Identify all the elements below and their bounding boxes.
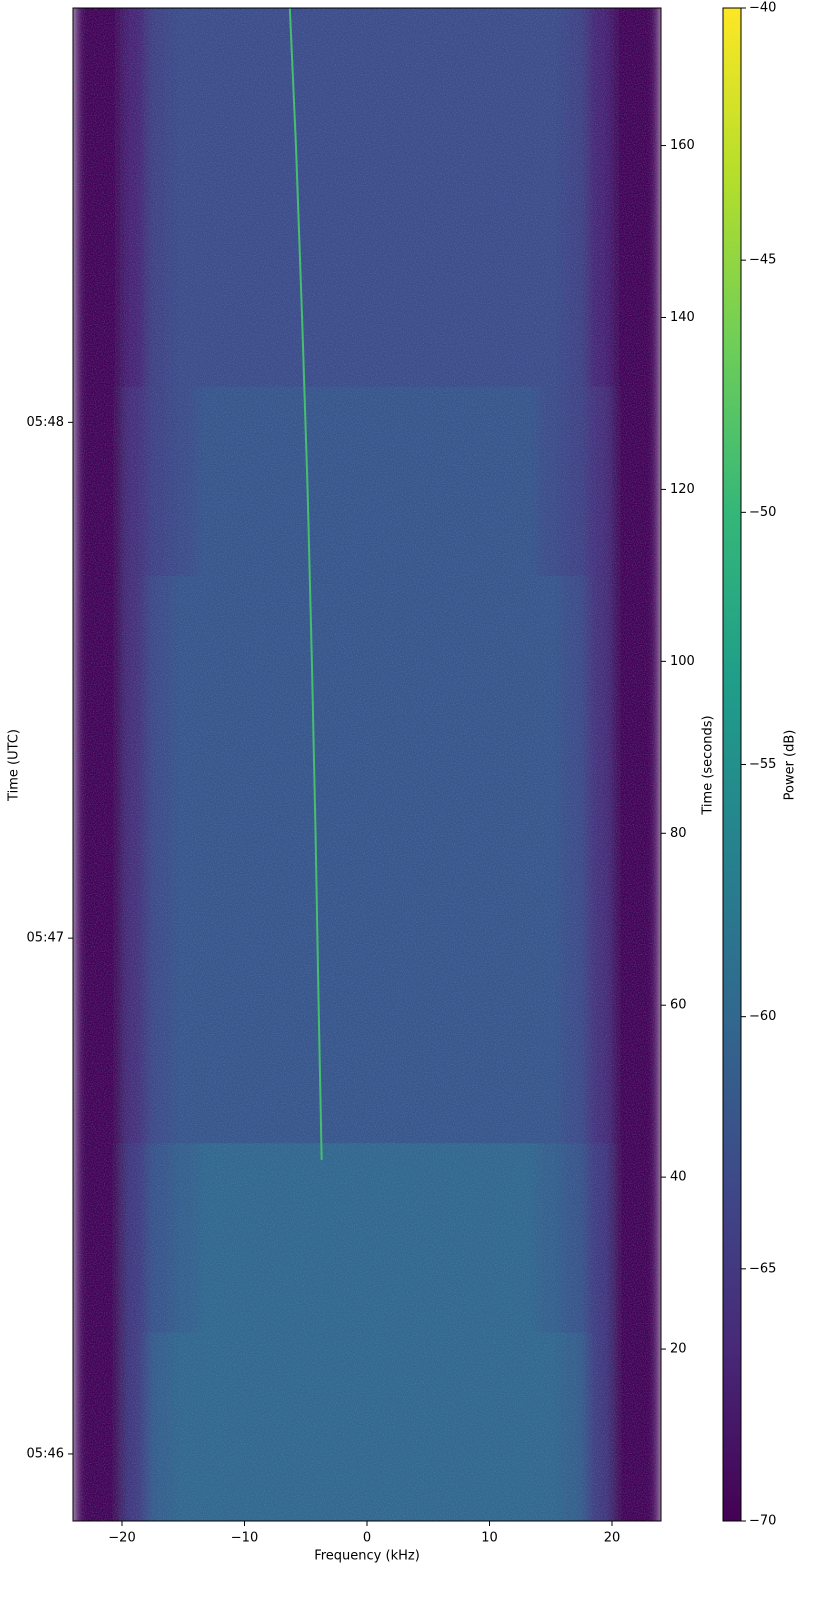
y-tick-label: 05:48 bbox=[27, 415, 64, 430]
y2-axis-label: Time (seconds) bbox=[701, 715, 716, 815]
colorbar-tick-label: −40 bbox=[749, 1, 776, 16]
y-tick-label: 05:47 bbox=[27, 931, 64, 946]
y-axis-label: Time (UTC) bbox=[7, 729, 22, 802]
signal-trace bbox=[288, 8, 323, 1160]
colorbar-label: Power (dB) bbox=[783, 730, 798, 801]
y2-tick-label: 100 bbox=[670, 654, 695, 669]
noise-texture bbox=[73, 8, 661, 1521]
y2-tick-label: 80 bbox=[670, 826, 687, 841]
colorbar-tick-label: −45 bbox=[749, 253, 776, 268]
y2-tick-label: 20 bbox=[670, 1342, 687, 1357]
colorbar-tick-label: −70 bbox=[749, 1514, 776, 1529]
x-tick-label: −20 bbox=[108, 1531, 135, 1546]
colorbar bbox=[722, 7, 742, 1522]
x-axis-label: Frequency (kHz) bbox=[314, 1549, 420, 1564]
colorbar-tick-label: −50 bbox=[749, 505, 776, 520]
y2-tick-label: 160 bbox=[670, 138, 695, 153]
y2-tick-label: 140 bbox=[670, 310, 695, 325]
x-tick-label: 0 bbox=[363, 1531, 371, 1546]
x-tick-label: 20 bbox=[604, 1531, 621, 1546]
colorbar-tick-label: −55 bbox=[749, 757, 776, 772]
x-tick-label: −10 bbox=[231, 1531, 258, 1546]
y2-tick-label: 40 bbox=[670, 1170, 687, 1185]
x-tick-label: 10 bbox=[481, 1531, 498, 1546]
y2-tick-label: 120 bbox=[670, 482, 695, 497]
heatmap bbox=[73, 8, 661, 1521]
colorbar-tick-label: −60 bbox=[749, 1009, 776, 1024]
y2-tick-label: 60 bbox=[670, 998, 687, 1013]
colorbar-tick-label: −65 bbox=[749, 1261, 776, 1276]
y-tick-label: 05:46 bbox=[27, 1446, 64, 1461]
